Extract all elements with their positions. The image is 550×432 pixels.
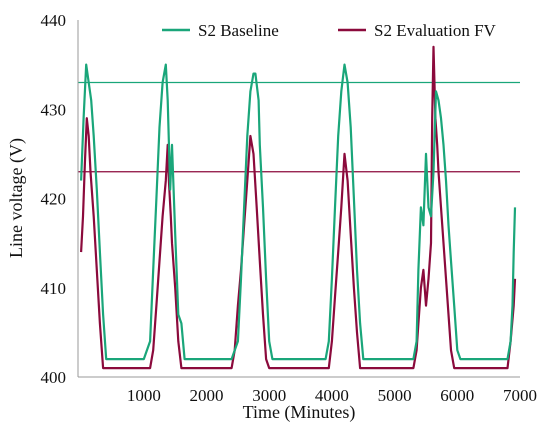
x-tick-label: 2000 [190, 386, 224, 405]
y-axis-title: Line voltage (V) [6, 138, 27, 258]
legend-label-evaluation: S2 Evaluation FV [374, 21, 497, 40]
legend-item-evaluation: S2 Evaluation FV [338, 21, 497, 40]
legend-item-baseline: S2 Baseline [162, 21, 279, 40]
plot-area [78, 45, 520, 370]
y-tick-label: 410 [41, 279, 67, 298]
x-tick-label: 1000 [127, 386, 161, 405]
series-line-evaluation [80, 45, 517, 370]
x-tick-label: 6000 [440, 386, 474, 405]
tick-labels: 1000 2000 3000 4000 5000 6000 7000 400 410 420 430… [41, 11, 538, 405]
y-tick-label: 420 [41, 190, 67, 209]
y-tick-label: 430 [41, 100, 67, 119]
series-line-baseline [80, 63, 517, 361]
x-axis-title: Time (Minutes) [243, 402, 356, 423]
y-tick-label: 440 [41, 11, 67, 30]
y-tick-label: 400 [41, 368, 67, 387]
x-tick-label: 4000 [315, 386, 349, 405]
x-tick-label: 7000 [503, 386, 537, 405]
x-tick-label: 3000 [252, 386, 286, 405]
legend-label-baseline: S2 Baseline [198, 21, 279, 40]
legend: S2 Baseline S2 Evaluation FV [162, 21, 497, 40]
axes [77, 20, 520, 378]
x-tick-label: 5000 [378, 386, 412, 405]
